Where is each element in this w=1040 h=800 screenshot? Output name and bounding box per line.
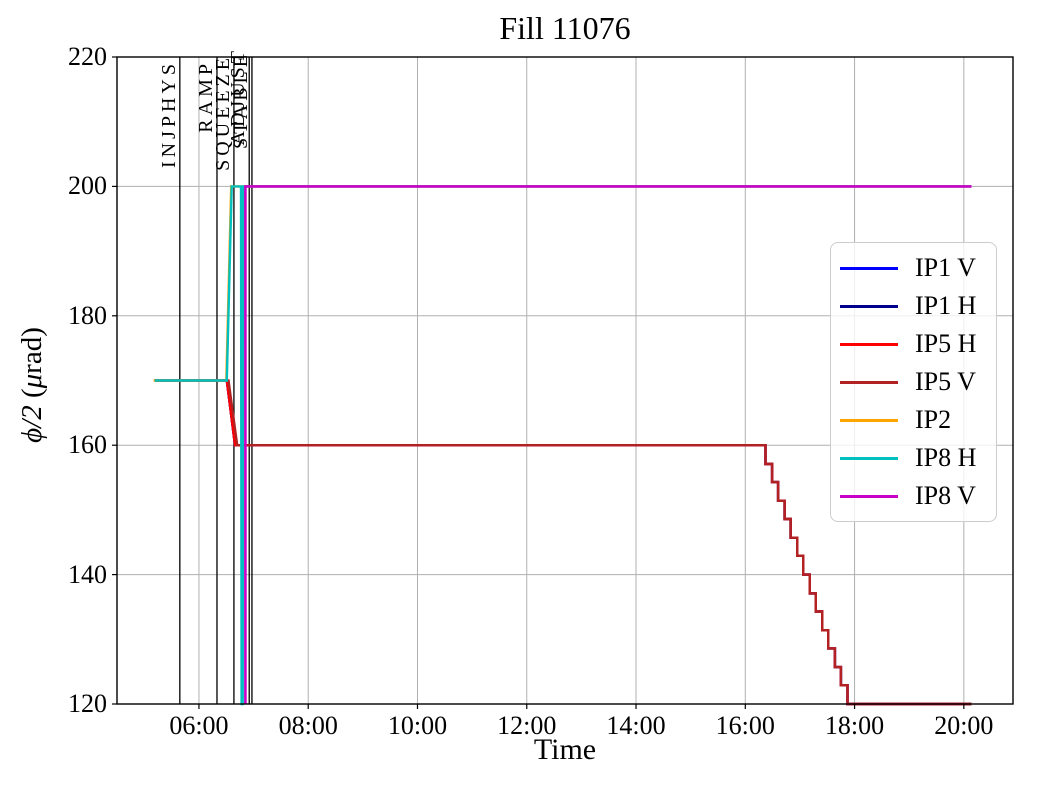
y-tick-label: 140 bbox=[68, 559, 107, 589]
legend-line-sample bbox=[840, 266, 898, 270]
x-tick-label: 10:00 bbox=[387, 711, 448, 740]
legend-line-sample bbox=[840, 418, 898, 422]
y-tick-label: 160 bbox=[68, 430, 107, 460]
y-tick-label: 180 bbox=[68, 300, 107, 330]
tick-marks bbox=[112, 56, 965, 709]
x-axis-label: Time bbox=[533, 733, 597, 766]
legend-label: IP8 H bbox=[915, 443, 977, 472]
series-line-ip5-v bbox=[154, 379, 972, 706]
legend-line-sample bbox=[840, 304, 898, 308]
x-tick-label: 14:00 bbox=[606, 711, 666, 740]
legend-row: IP8 V bbox=[831, 477, 996, 515]
legend-row: IP8 H bbox=[831, 439, 996, 477]
y-tick-label: 220 bbox=[68, 42, 107, 71]
legend-label: IP5 H bbox=[915, 329, 977, 358]
legend-line-sample bbox=[840, 494, 898, 498]
y-axis-label: ϕ/2 (μrad) bbox=[16, 327, 49, 443]
legend-row: IP1 V bbox=[831, 249, 996, 287]
y-tick-label: 200 bbox=[68, 171, 107, 201]
y-tick-label: 120 bbox=[68, 689, 107, 718]
x-tick-label: 16:00 bbox=[715, 711, 775, 740]
data-series bbox=[153, 185, 972, 706]
x-tick-label: 12:00 bbox=[497, 711, 557, 740]
legend-label: IP1 V bbox=[915, 253, 976, 282]
legend-row: IP2 bbox=[831, 401, 996, 439]
series-line-ip8-h bbox=[154, 185, 972, 706]
legend-row: IP5 H bbox=[831, 325, 996, 363]
legend: IP1 V IP1 H IP5 H IP5 V IP2 IP8 H IP8 V bbox=[830, 242, 997, 522]
y-axis-label-open: ( bbox=[16, 388, 48, 406]
x-tick-label: 06:00 bbox=[169, 711, 229, 740]
legend-label: IP2 bbox=[915, 405, 952, 434]
plot-frame bbox=[116, 56, 1014, 705]
x-tick-label: 20:00 bbox=[934, 711, 994, 740]
legend-label: IP1 H bbox=[915, 291, 977, 320]
legend-line-sample bbox=[840, 342, 898, 346]
legend-row: IP5 V bbox=[831, 363, 996, 401]
legend-line-sample bbox=[840, 456, 898, 460]
y-axis-label-close: rad) bbox=[16, 327, 48, 374]
legend-line-sample bbox=[840, 380, 898, 384]
legend-row: IP1 H bbox=[831, 287, 996, 325]
legend-label: IP8 V bbox=[915, 481, 976, 510]
y-axis-label-mu: μ bbox=[16, 373, 48, 389]
legend-label: IP5 V bbox=[915, 367, 976, 396]
series-line-ip8-v bbox=[244, 185, 972, 704]
chart-title: Fill 11076 bbox=[499, 10, 631, 46]
beam-mode-label: INJPHYS bbox=[157, 60, 180, 169]
x-tick-label: 08:00 bbox=[278, 711, 338, 740]
x-tick-label: 18:00 bbox=[824, 711, 885, 740]
beam-mode-label: STABLE bbox=[229, 51, 252, 149]
